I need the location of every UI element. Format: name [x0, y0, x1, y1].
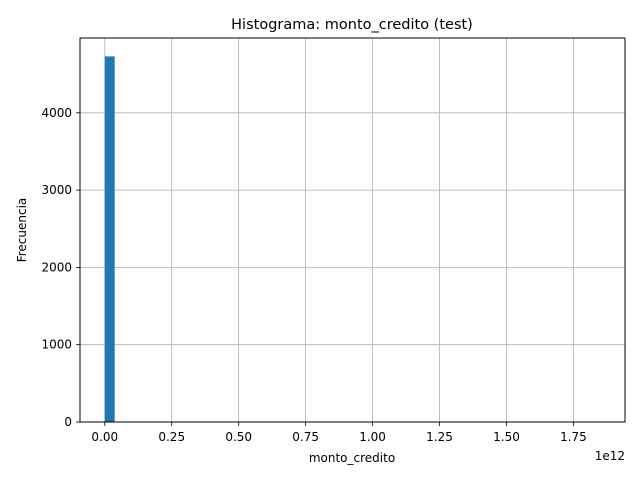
y-tick-label: 4000: [41, 106, 72, 120]
y-tick-label: 3000: [41, 183, 72, 197]
x-tick-label: 0.25: [158, 430, 185, 444]
y-tick-label: 0: [64, 415, 72, 429]
x-tick-label: 0.75: [292, 430, 319, 444]
y-axis-label: Frecuencia: [15, 198, 29, 263]
y-tick-label: 1000: [41, 338, 72, 352]
x-tick-label: 1.75: [560, 430, 587, 444]
x-axis-ticks: 0.00 0.25 0.50 0.75 1.00 1.25 1.50 1.75: [91, 422, 587, 444]
y-tick-label: 2000: [41, 260, 72, 274]
x-axis-label: monto_credito: [309, 451, 395, 465]
x-axis-offset-text: 1e12: [595, 449, 625, 463]
plot-frame: [79, 37, 626, 423]
x-tick-label: 0.50: [225, 430, 252, 444]
x-tick-label: 1.50: [493, 430, 520, 444]
bars: [104, 56, 115, 423]
histogram-bar-0: [104, 56, 115, 423]
x-tick-label: 1.25: [426, 430, 453, 444]
x-tick-label: 0.00: [91, 430, 118, 444]
chart-title: Histograma: monto_credito (test): [231, 17, 473, 33]
x-tick-label: 1.00: [359, 430, 386, 444]
y-axis-ticks: 0 1000 2000 3000 4000: [41, 106, 80, 429]
